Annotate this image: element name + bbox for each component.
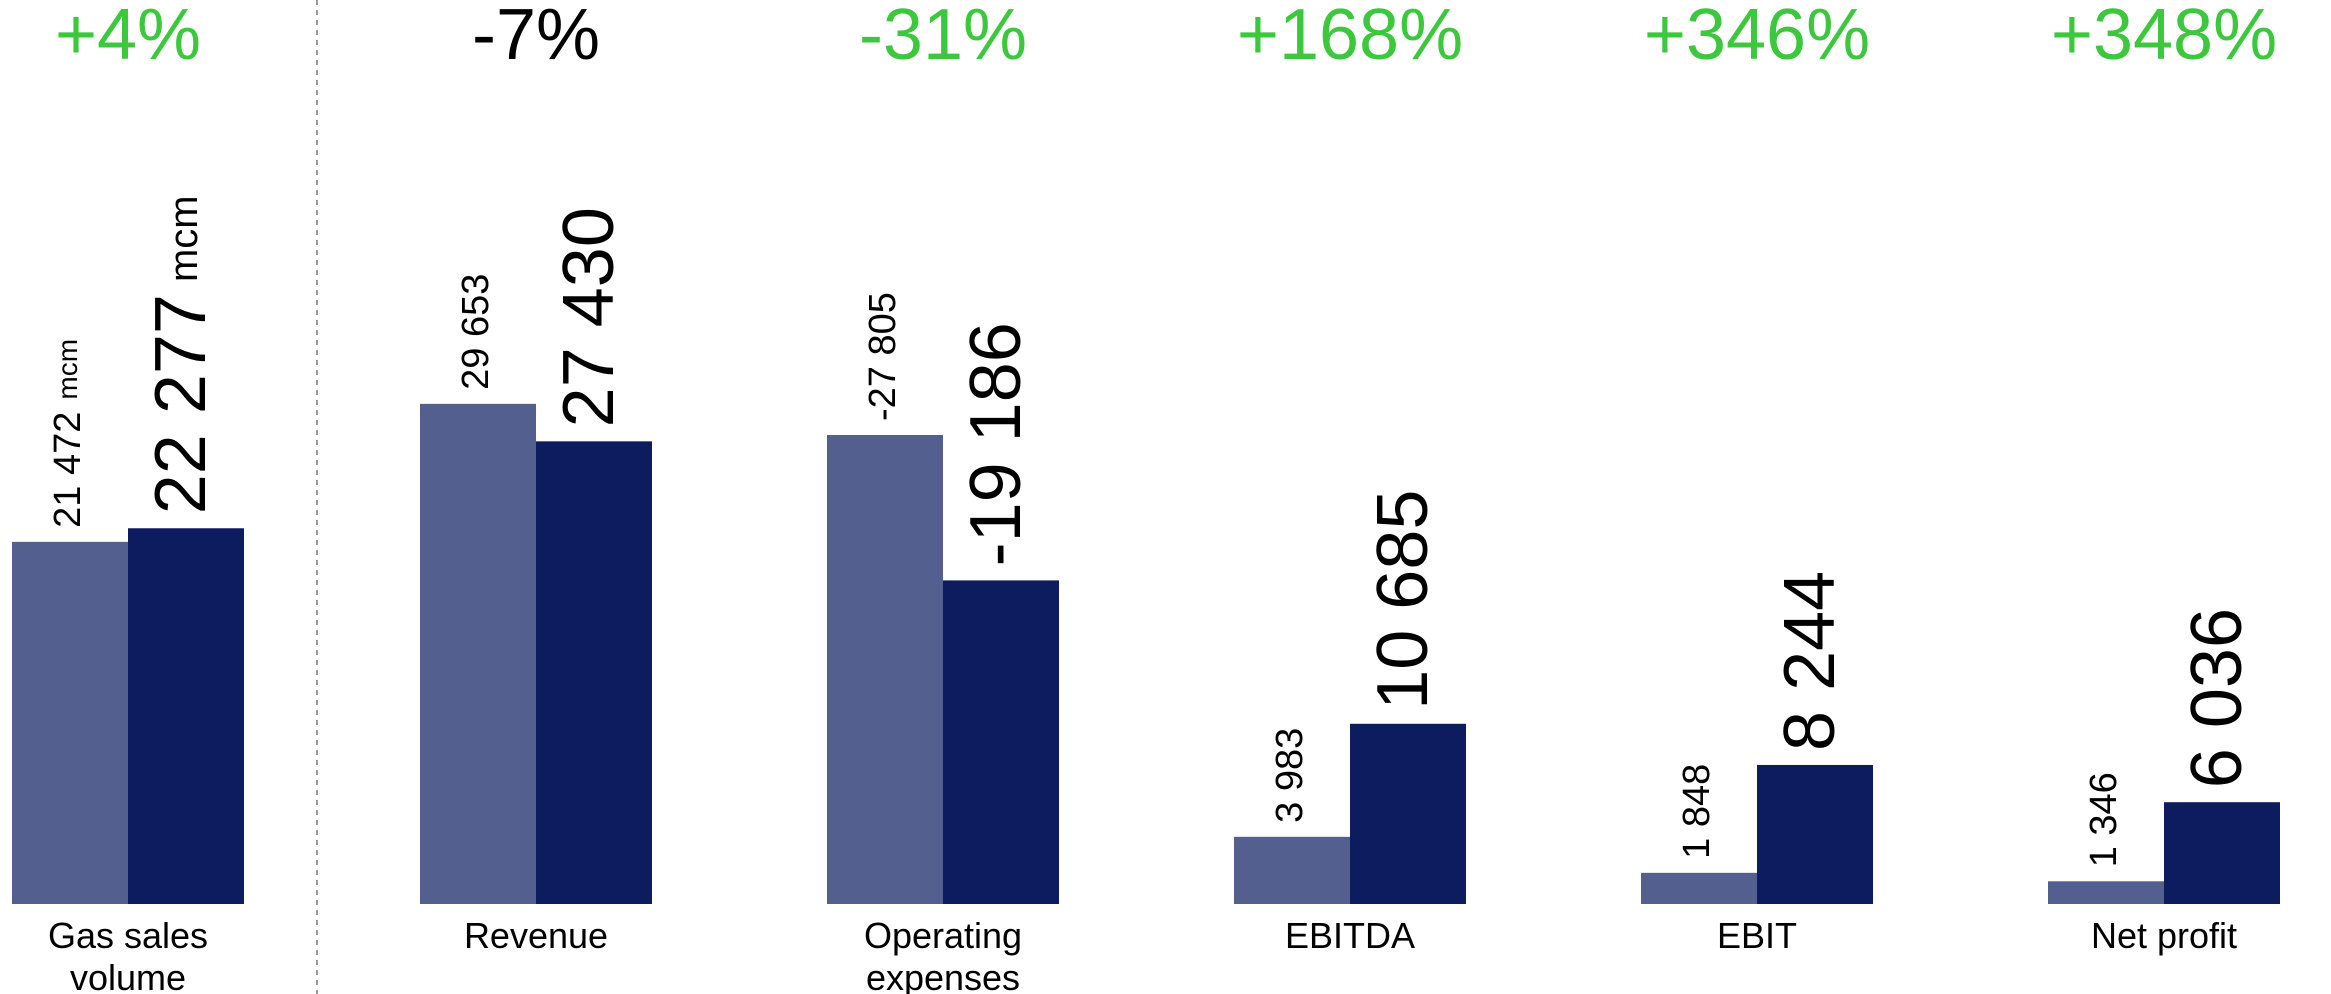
bar: [1641, 872, 1757, 904]
bar: [827, 435, 943, 904]
value-label: 8 244: [1770, 571, 1850, 751]
category-label: EBITDA: [1284, 915, 1416, 956]
bar: [943, 580, 1059, 904]
value-text: 1 848: [1676, 764, 1718, 859]
category-label: Gas sales volume: [47, 915, 209, 994]
category-label: Revenue: [463, 915, 609, 956]
value-text: 29 653: [455, 274, 497, 390]
value-label: 22 277 mcm: [141, 195, 221, 514]
bar: [128, 528, 244, 904]
value-label: 27 430: [549, 207, 629, 427]
value-text: -27 805: [862, 292, 904, 421]
value-label: 3 983: [1269, 728, 1311, 823]
change-label: +348%: [2051, 0, 2277, 75]
value-text: 1 346: [2083, 772, 2125, 867]
bar: [2164, 802, 2280, 904]
bar: [1350, 723, 1466, 904]
value-label: 1 346: [2083, 772, 2125, 867]
value-text: 10 685: [1363, 490, 1443, 710]
category-label: Net profit: [2090, 915, 2238, 956]
category-label: EBIT: [1716, 915, 1797, 956]
category-label: Operating expenses: [863, 915, 1023, 994]
value-label: 6 036: [2177, 608, 2257, 788]
value-label: 29 653: [455, 274, 497, 390]
bar: [1757, 764, 1873, 904]
change-label: -7%: [472, 0, 600, 75]
bar: [12, 541, 128, 904]
change-label: -31%: [859, 0, 1027, 75]
unit: mcm: [52, 339, 83, 400]
bar: [2048, 881, 2164, 904]
bar: [536, 441, 652, 904]
bar: [420, 403, 536, 904]
bar: [1234, 836, 1350, 904]
change-label: +346%: [1644, 0, 1870, 75]
value-label: -19 186: [956, 322, 1036, 566]
value-text: 27 430: [549, 207, 629, 427]
value-label: -27 805: [862, 292, 904, 421]
change-label: +168%: [1237, 0, 1463, 75]
value-text: 22 277: [141, 294, 221, 514]
value-text: 6 036: [2177, 608, 2257, 788]
value-text: 21 472: [47, 412, 89, 528]
unit: mcm: [162, 195, 206, 282]
value-text: 8 244: [1770, 571, 1850, 751]
value-text: -19 186: [956, 322, 1036, 566]
value-label: 10 685: [1363, 490, 1443, 710]
value-label: 21 472 mcm: [47, 339, 89, 528]
value-label: 1 848: [1676, 764, 1718, 859]
value-text: 3 983: [1269, 728, 1311, 823]
change-label: +4%: [55, 0, 201, 75]
